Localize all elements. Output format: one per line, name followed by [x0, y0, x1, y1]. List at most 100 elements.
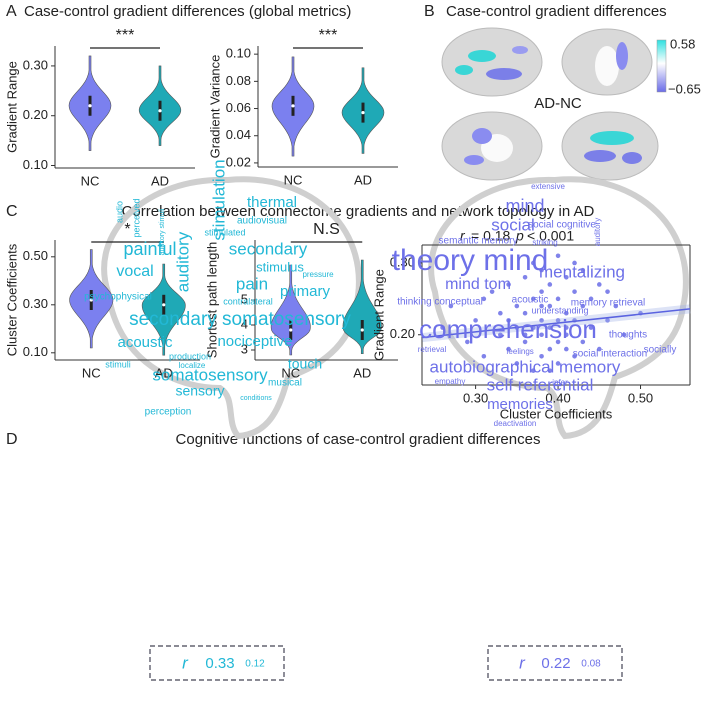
x-tick-label: AD	[151, 173, 169, 188]
median-dot	[158, 109, 162, 113]
stat-label: r	[519, 653, 526, 672]
point	[580, 303, 586, 309]
word: memories	[487, 396, 553, 413]
significance-label: ***	[319, 27, 338, 44]
point	[539, 318, 544, 323]
word: perceived	[131, 198, 141, 237]
word: touch	[288, 356, 322, 372]
word: production	[169, 351, 211, 361]
point	[555, 318, 561, 323]
stat-label: 0.22	[541, 655, 570, 672]
word: auditory	[173, 231, 192, 292]
point	[572, 289, 577, 294]
word: pressure	[302, 270, 334, 279]
y-tick-label: 0.20	[23, 107, 48, 122]
word-cloud-outlines	[101, 176, 689, 681]
y-tick-label: 3	[241, 341, 248, 356]
median-dot	[361, 111, 365, 115]
point	[514, 303, 520, 309]
point	[506, 318, 511, 323]
word: social cognitive	[528, 220, 596, 231]
word: somatosensory	[152, 365, 268, 384]
point	[539, 289, 544, 294]
x-tick-label: NC	[284, 172, 303, 187]
word: nociceptive	[217, 333, 292, 350]
point	[547, 303, 553, 309]
word: auditory	[593, 218, 602, 246]
word: thermal	[247, 194, 297, 211]
x-tick-label: AD	[155, 365, 173, 380]
word: vocal	[116, 263, 153, 280]
y-tick-label: 0.30	[23, 57, 48, 72]
point	[580, 339, 586, 345]
significance-label: *	[124, 221, 130, 238]
word: understanding	[531, 305, 588, 315]
x-tick-label: 0.40	[545, 390, 570, 405]
fit-line	[421, 308, 691, 339]
word: mind tom	[445, 276, 511, 293]
colorbar	[656, 39, 667, 93]
point	[564, 346, 569, 352]
stat-label: 0.08	[581, 659, 601, 670]
point	[473, 318, 478, 323]
word: localize	[179, 361, 206, 370]
x-tick-label: NC	[82, 365, 101, 380]
y-axis-label: Gradient Variance	[207, 55, 222, 159]
y-tick-label: 0.50	[23, 248, 48, 263]
word: musical	[268, 378, 302, 389]
point	[564, 325, 569, 330]
point	[481, 353, 487, 359]
annotation: = 0.18	[471, 228, 511, 244]
point	[572, 353, 577, 359]
median-dot	[162, 303, 166, 307]
x-tick-label: NC	[281, 365, 300, 380]
stat-label: r	[182, 653, 189, 672]
word: self referential	[487, 375, 594, 394]
median-dot	[88, 104, 92, 108]
y-tick-label: 0.20	[390, 326, 415, 341]
y-tick-label: 5	[241, 291, 248, 306]
point	[547, 282, 553, 287]
significance-label: N.S	[313, 221, 340, 238]
point	[588, 296, 594, 302]
point	[588, 325, 594, 330]
y-axis-label: Gradient Range	[4, 61, 19, 153]
median-dot	[89, 298, 93, 302]
x-axis-label: Cluster Coefficients	[500, 406, 613, 421]
point	[596, 346, 602, 352]
panel-letter: C	[6, 203, 18, 220]
word: empathy	[435, 377, 466, 386]
point	[564, 275, 569, 280]
y-axis-label: Gradient Range	[371, 269, 386, 361]
word: deactivation	[494, 419, 537, 428]
point	[564, 310, 569, 316]
point	[489, 289, 495, 294]
violin	[342, 259, 382, 355]
word: social	[491, 215, 534, 234]
x-tick-label: AD	[353, 365, 371, 380]
word: infer	[552, 378, 568, 387]
y-tick-label: 4	[241, 316, 248, 331]
violin	[270, 264, 311, 356]
panel-letter: D	[6, 431, 18, 448]
panel-title: Cognitive functions of case-control grad…	[176, 431, 541, 448]
word: auditory stimuli	[159, 208, 166, 255]
word: mentalizing	[539, 262, 625, 281]
point	[547, 325, 553, 330]
point	[465, 339, 470, 345]
point	[498, 310, 503, 316]
point	[481, 296, 487, 302]
point	[605, 318, 610, 323]
word: acoustic	[512, 295, 549, 306]
colorbar-label: 0.58	[670, 36, 695, 51]
point	[448, 303, 454, 309]
point	[522, 275, 528, 280]
word: autobiographical memory	[430, 357, 621, 376]
word: psychophysical	[84, 292, 152, 303]
word: conditions	[240, 395, 272, 402]
annotation: r	[460, 228, 466, 244]
point	[580, 267, 586, 273]
y-axis-label: Shortest path length	[204, 242, 219, 358]
point	[539, 332, 544, 338]
point	[555, 253, 561, 259]
